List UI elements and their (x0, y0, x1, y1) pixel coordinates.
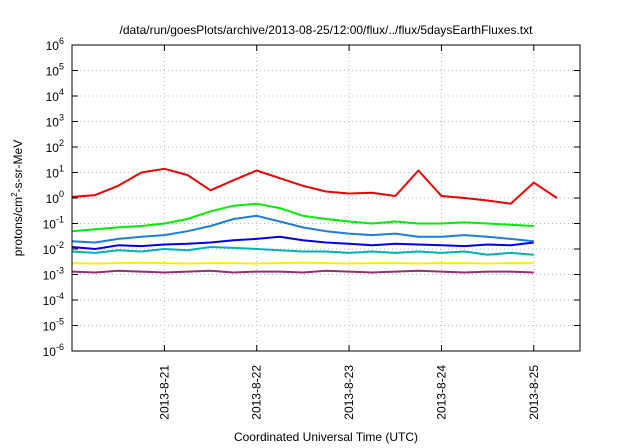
x-tick-label: 2013-8-21 (157, 365, 171, 420)
grid-layer (72, 45, 580, 351)
x-tick-label: 2013-8-25 (527, 365, 541, 420)
y-tick-label: 105 (46, 62, 64, 79)
y-tick-label: 10-3 (43, 266, 64, 283)
y-tick-label: 10-1 (43, 215, 64, 232)
y-axis-label-prefix: protons/cm (11, 197, 25, 256)
y-tick-label: 102 (46, 138, 64, 155)
y-tick-label: 104 (46, 87, 64, 104)
y-tick-label: 100 (46, 189, 64, 206)
y-axis-label-suffix: -s-sr-MeV (11, 140, 25, 193)
x-axis-label: Coordinated Universal Time (UTC) (234, 430, 418, 444)
series-line (71, 261, 534, 265)
y-tick-label: 10-5 (43, 317, 64, 334)
series-layer (71, 167, 558, 274)
y-axis-label: protons/cm2-s-sr-MeV (10, 140, 25, 256)
series-line (71, 246, 534, 256)
series-line (71, 235, 534, 250)
y-axis-label-exponent: 2 (10, 192, 19, 197)
series-line (71, 214, 534, 244)
y-tick-label: 10-6 (43, 342, 64, 359)
series-line (71, 167, 558, 205)
series-line (71, 269, 534, 274)
y-tick-label: 106 (46, 36, 64, 53)
y-tick-label: 10-2 (43, 240, 64, 257)
xtick-layer: 2013-8-21 2013-8-22 2013-8-23 2013-8-24 2013… (157, 45, 541, 420)
series-line (71, 202, 534, 233)
y-tick-label: 101 (46, 164, 64, 181)
x-tick-label: 2013-8-23 (342, 365, 356, 420)
chart-title: /data/run/goesPlots/archive/2013-08-25/1… (120, 23, 534, 37)
y-tick-label: 10-4 (43, 291, 64, 308)
x-tick-label: 2013-8-24 (434, 365, 448, 420)
ytick-layer: 10-6 10-5 10-4 10-3 10-2 10-1 100 101 102 103 104 1… (43, 36, 580, 359)
x-tick-label: 2013-8-22 (250, 365, 264, 420)
y-tick-label: 103 (46, 113, 64, 130)
